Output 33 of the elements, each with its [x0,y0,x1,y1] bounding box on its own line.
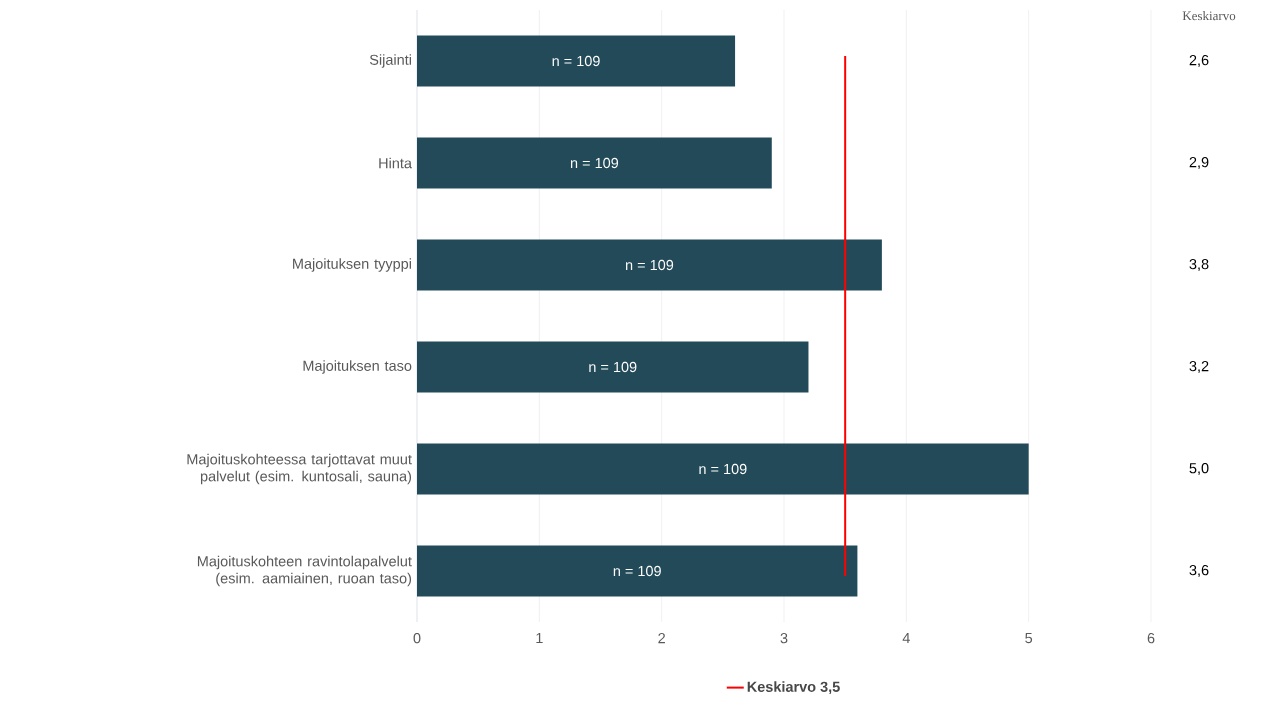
y-tick-label: Majoituksen tyyppi [293,258,411,272]
annotation: n = 109 [626,259,674,271]
y-tick-label: Majoituskohteessa tarjottavat muut palvelut (esim. kuntosali, sauna) [187,453,412,485]
text: Keskiarvo [1182,11,1236,21]
x-tick-label: 2 [658,633,665,644]
bar [417,137,772,189]
y-tick-label: Majoituskohteen ravintolapalvelut (esim. aamiainen, ruoan taso) [197,555,412,587]
data-label: 3,8 [1189,259,1209,271]
data-label: 2,6 [1189,55,1209,67]
x-tick-label: 1 [536,633,543,644]
x-tick-label: 6 [1147,633,1155,644]
x-tick-label: 3 [780,633,788,644]
annotation: n = 109 [570,157,619,169]
bar [417,341,809,393]
data-label: 3,2 [1189,361,1209,373]
annotation: n = 109 [552,55,600,67]
annotation: n = 109 [699,463,747,475]
annotation: n = 109 [613,565,661,577]
x-tick-label: 5 [1025,633,1033,644]
data-label: 5,0 [1189,463,1209,475]
y-tick-label: Majoituksen taso [303,360,412,374]
x-tick-label: 4 [902,633,910,644]
data-label: 2,9 [1189,157,1209,169]
legend-label: Keskiarvo 3,5 [747,681,840,695]
bar [417,35,736,87]
bar [417,239,882,291]
x-tick-label: 0 [413,633,421,644]
y-tick-label: Hinta [379,157,412,169]
y-tick-label: Sijainti [369,54,411,68]
bar [417,443,1029,495]
annotation: n = 109 [589,361,637,373]
bar [417,545,858,597]
data-label: 3,6 [1189,565,1209,577]
